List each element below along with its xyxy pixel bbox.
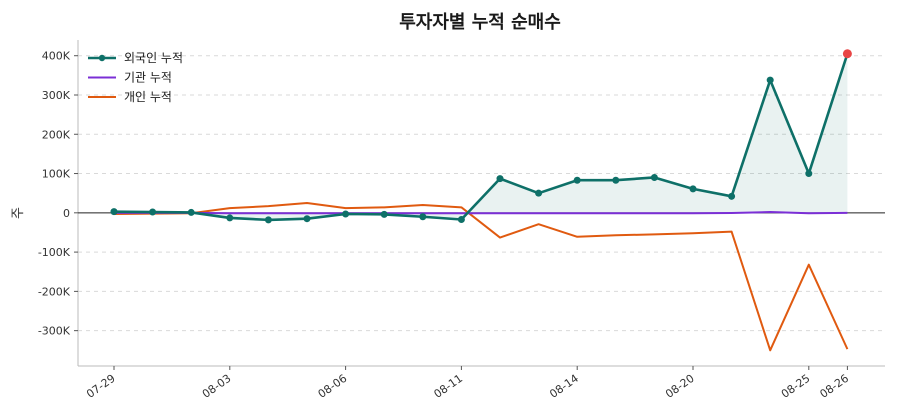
- y-tick-label: -200K: [38, 285, 71, 298]
- data-point: [689, 185, 697, 193]
- y-tick-label: 400K: [42, 50, 71, 63]
- data-point: [303, 215, 311, 223]
- x-tick-label: 08-11: [431, 372, 465, 401]
- legend-label-2: 개인 누적: [124, 90, 172, 104]
- y-tick-label: -300K: [38, 325, 71, 338]
- y-tick-label: -100K: [38, 246, 71, 259]
- data-point: [728, 192, 736, 200]
- y-tick-label: 100K: [42, 168, 71, 181]
- x-tick-label: 08-26: [817, 372, 851, 401]
- x-tick-label: 08-20: [663, 372, 697, 401]
- data-point: [342, 210, 350, 218]
- data-point: [419, 213, 427, 221]
- legend-label-1: 기관 누적: [124, 71, 172, 85]
- chart-title: 투자자별 누적 순매수: [399, 12, 561, 33]
- data-point: [380, 210, 388, 218]
- legend-label-0: 외국인 누적: [124, 51, 183, 65]
- data-point: [805, 170, 813, 178]
- x-tick-label: 08-14: [547, 372, 581, 401]
- y-axis-label: 주: [11, 207, 26, 219]
- data-point: [650, 173, 658, 181]
- y-tick-label: 300K: [42, 89, 71, 102]
- x-tick-label: 08-25: [779, 372, 813, 401]
- series-area-0: [114, 53, 848, 220]
- data-point: [766, 76, 774, 84]
- legend-marker-0: [98, 54, 106, 62]
- series-layer: [110, 49, 852, 352]
- x-tick-label: 08-06: [316, 372, 350, 401]
- series-line-2: [113, 202, 849, 352]
- data-point: [573, 176, 581, 184]
- data-point: [496, 175, 504, 183]
- data-point: [110, 208, 118, 216]
- data-point: [187, 208, 195, 216]
- data-point: [149, 208, 157, 216]
- data-point: [535, 189, 543, 197]
- y-tick-label: 0: [63, 207, 70, 220]
- area-layer: [114, 53, 848, 220]
- series-line-1: [114, 211, 848, 215]
- highlight-point: [842, 49, 852, 59]
- series-line-0: [113, 53, 849, 222]
- y-tick-label: 200K: [42, 128, 71, 141]
- data-point: [457, 215, 465, 223]
- data-point: [264, 216, 272, 224]
- data-point: [612, 176, 620, 184]
- data-point: [226, 214, 234, 222]
- x-tick-label: 08-03: [200, 372, 234, 401]
- x-tick-label: 07-29: [84, 372, 118, 401]
